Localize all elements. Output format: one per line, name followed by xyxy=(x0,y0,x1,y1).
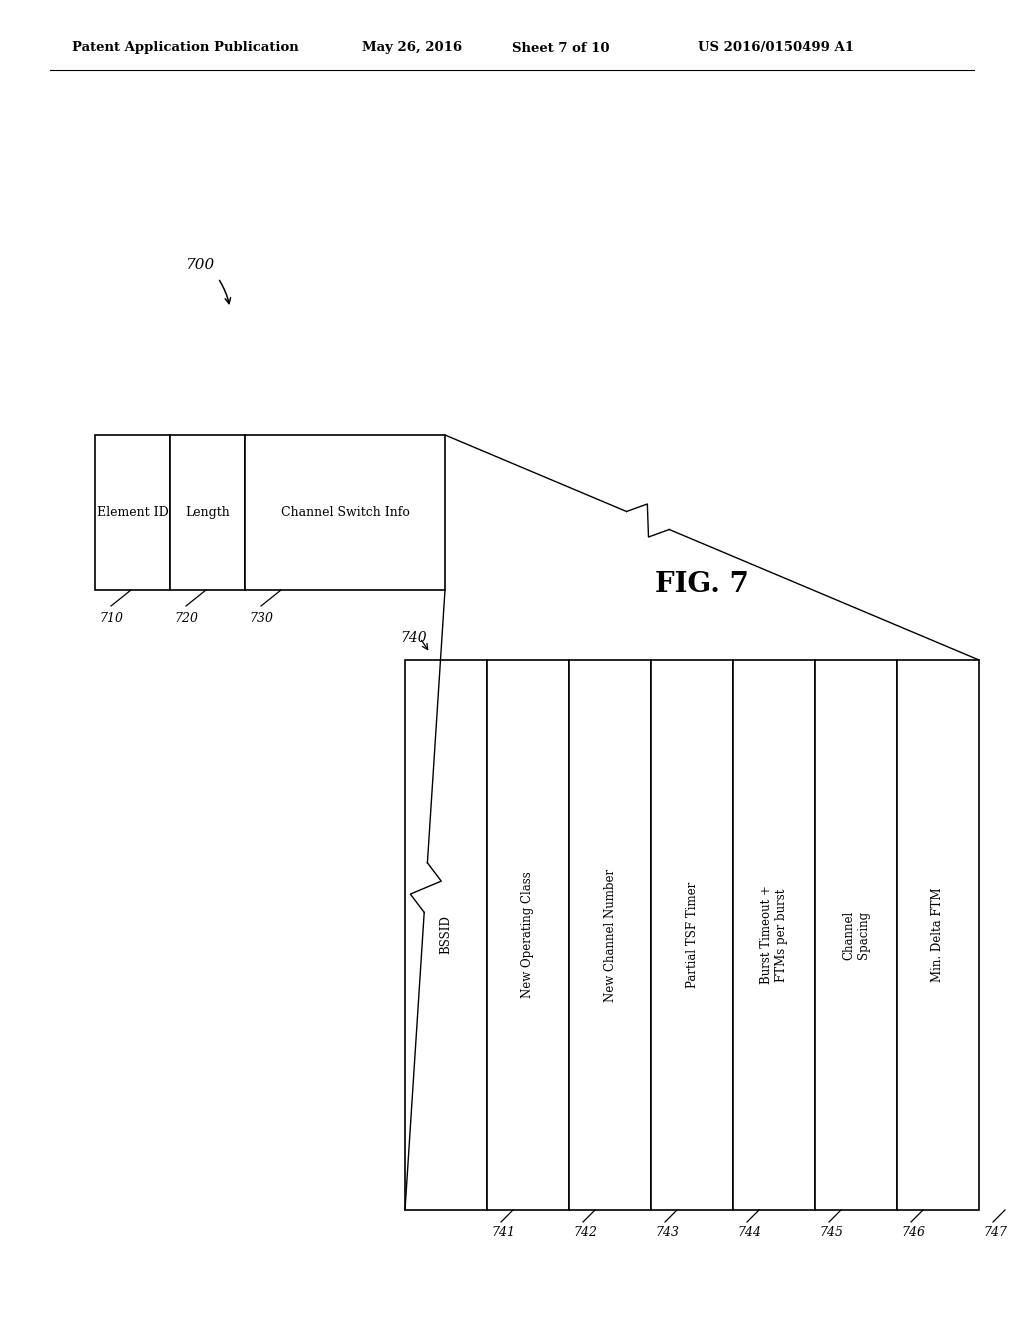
Text: 700: 700 xyxy=(185,257,214,272)
Bar xyxy=(170,436,245,590)
Text: 747: 747 xyxy=(983,1225,1007,1238)
Text: 744: 744 xyxy=(737,1225,761,1238)
Text: May 26, 2016: May 26, 2016 xyxy=(362,41,462,54)
Text: New Channel Number: New Channel Number xyxy=(603,869,616,1002)
Bar xyxy=(651,660,733,1210)
Text: 730: 730 xyxy=(249,611,273,624)
Text: BSSID: BSSID xyxy=(439,916,453,954)
Bar xyxy=(245,436,445,590)
Text: Burst Timeout +
FTMs per burst: Burst Timeout + FTMs per burst xyxy=(760,886,788,985)
Text: 743: 743 xyxy=(655,1225,679,1238)
Bar xyxy=(95,436,170,590)
Text: 742: 742 xyxy=(573,1225,597,1238)
Text: Length: Length xyxy=(185,506,229,519)
Text: Min. Delta FTM: Min. Delta FTM xyxy=(932,887,944,982)
Bar xyxy=(815,660,897,1210)
Text: FIG. 7: FIG. 7 xyxy=(655,572,749,598)
Text: 740: 740 xyxy=(400,631,427,645)
Text: 741: 741 xyxy=(490,1225,515,1238)
Text: Partial TSF Timer: Partial TSF Timer xyxy=(685,882,698,989)
Text: 746: 746 xyxy=(901,1225,925,1238)
Bar xyxy=(487,660,569,1210)
Text: Channel Switch Info: Channel Switch Info xyxy=(281,506,410,519)
Text: Sheet 7 of 10: Sheet 7 of 10 xyxy=(512,41,609,54)
Text: US 2016/0150499 A1: US 2016/0150499 A1 xyxy=(698,41,854,54)
Bar xyxy=(733,660,815,1210)
Text: Patent Application Publication: Patent Application Publication xyxy=(72,41,299,54)
Text: Channel
Spacing: Channel Spacing xyxy=(842,911,870,960)
Text: New Operating Class: New Operating Class xyxy=(521,871,535,998)
Bar xyxy=(897,660,979,1210)
Bar xyxy=(569,660,651,1210)
Bar xyxy=(406,660,487,1210)
Text: Element ID: Element ID xyxy=(96,506,168,519)
Text: 745: 745 xyxy=(819,1225,843,1238)
Text: 710: 710 xyxy=(99,611,123,624)
Text: 720: 720 xyxy=(174,611,198,624)
